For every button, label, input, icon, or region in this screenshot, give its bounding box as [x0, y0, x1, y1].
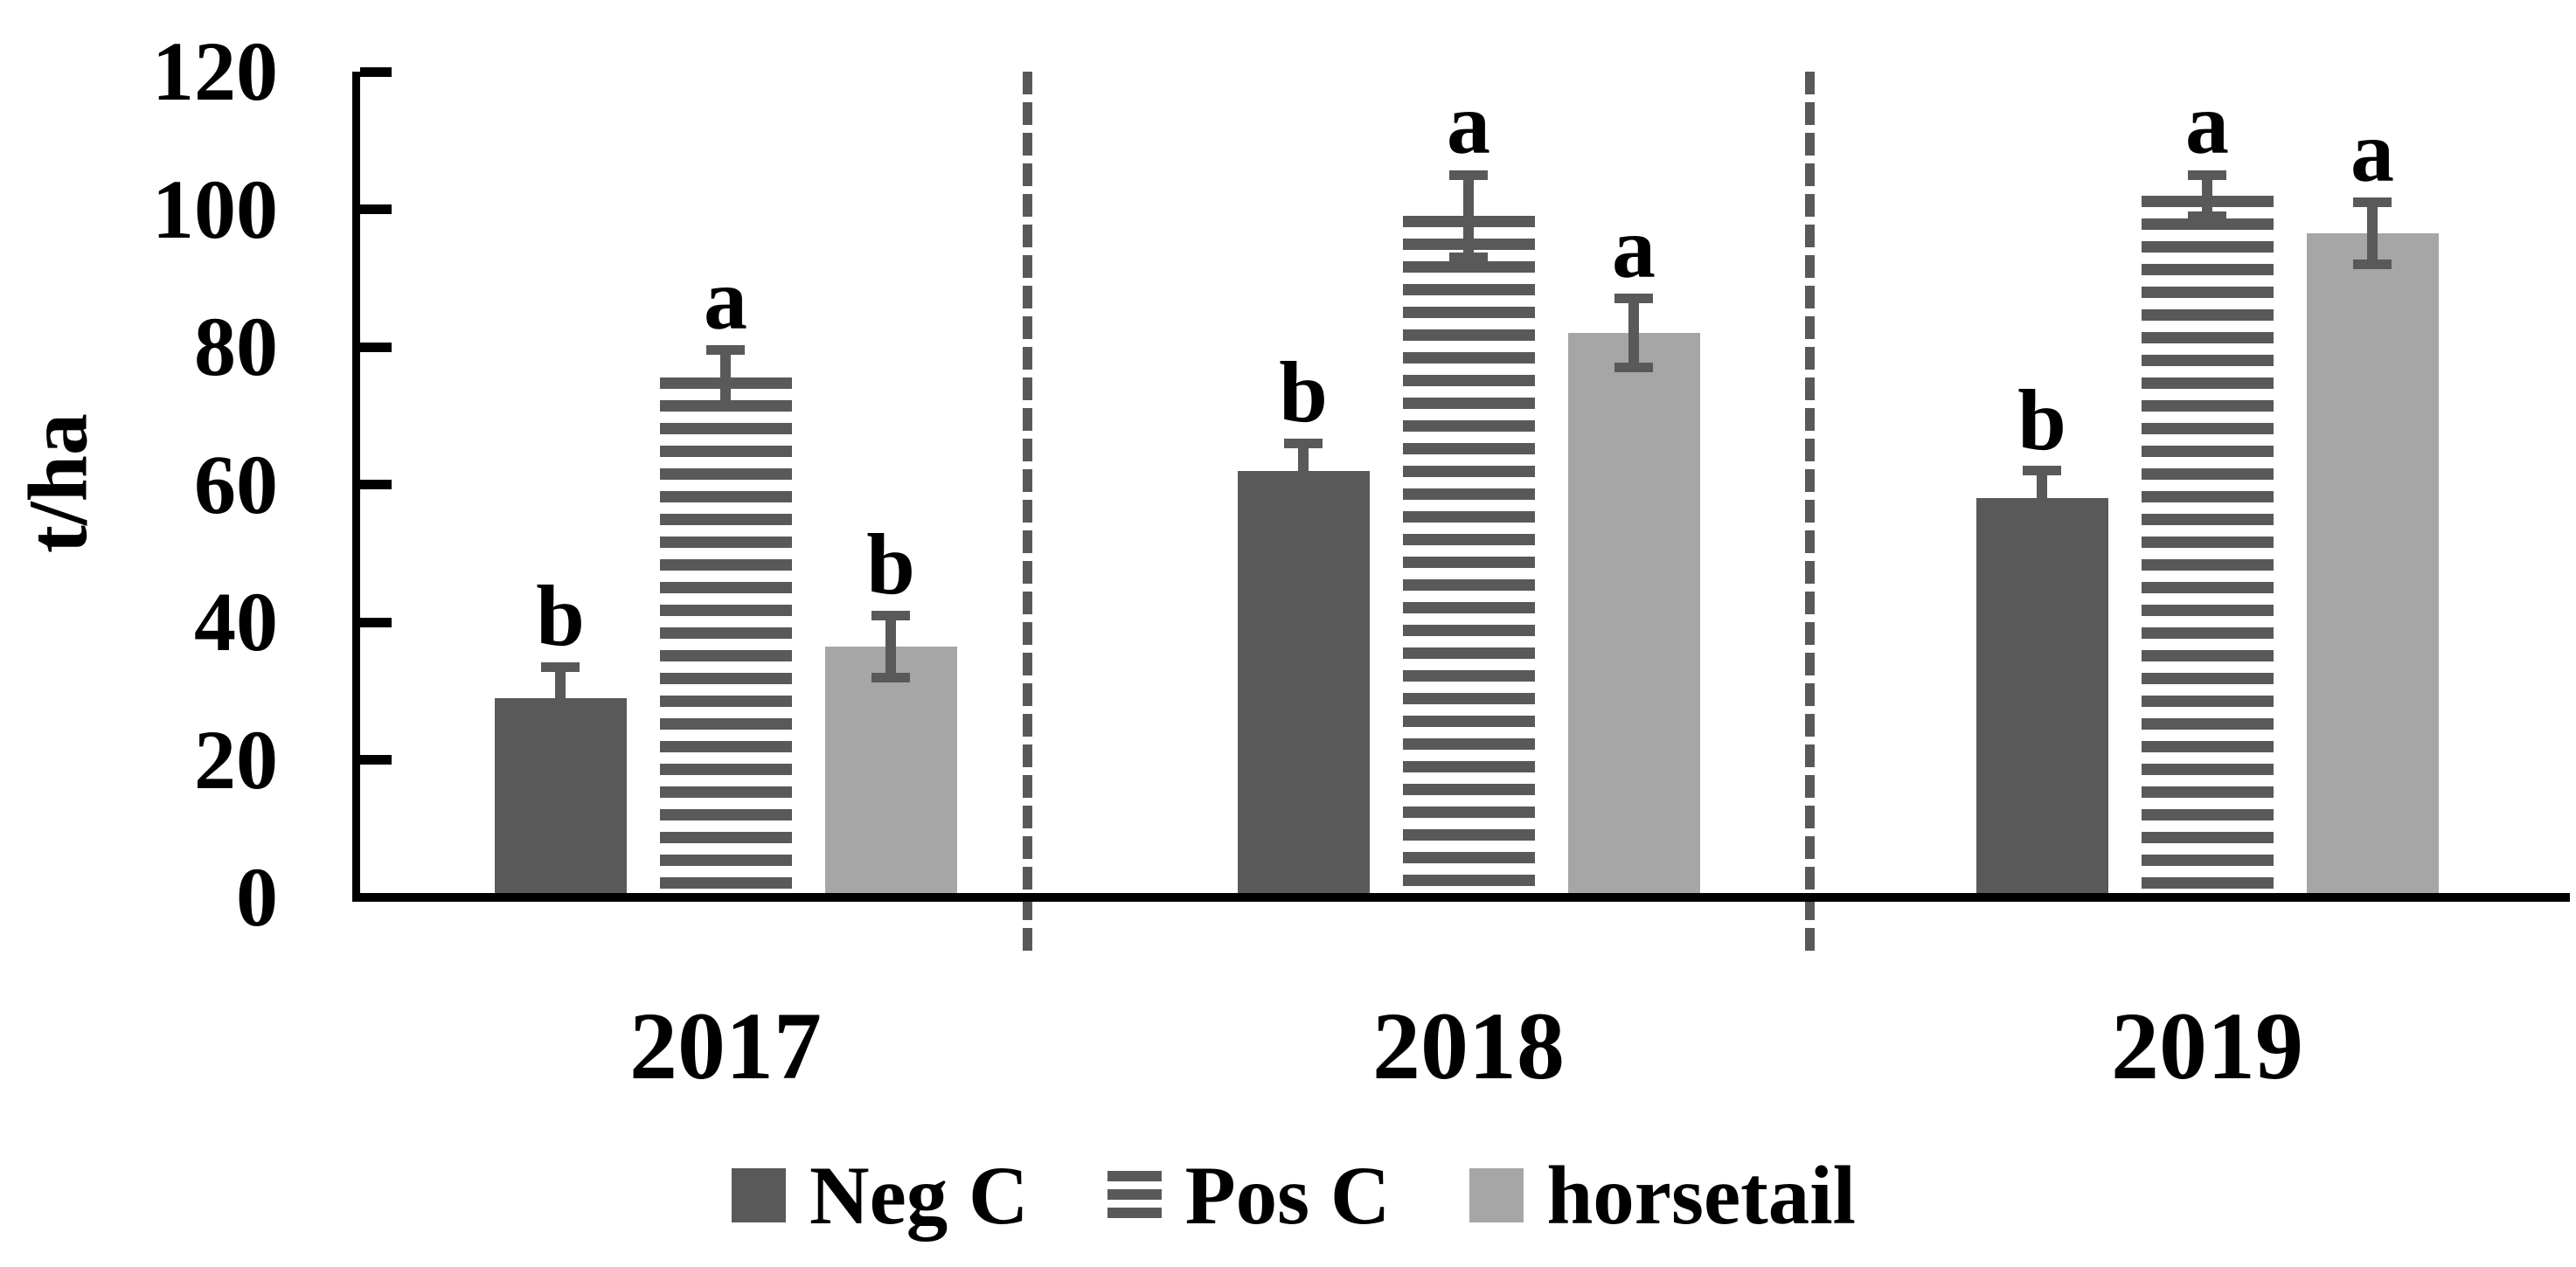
- x-axis-line: [352, 893, 2570, 902]
- group-separator-dashed-line: [1022, 72, 1032, 954]
- y-tick: [360, 204, 392, 214]
- y-tick-label: 60: [194, 437, 278, 531]
- error-bar-whisker: [2202, 175, 2212, 217]
- y-tick-label: 100: [152, 162, 278, 256]
- error-bar-cap-bottom: [2353, 260, 2392, 269]
- legend-item-pos-c: Pos C: [1107, 1149, 1391, 1242]
- y-tick-label: 40: [194, 575, 278, 668]
- bar-pos-c-2017: [659, 377, 792, 897]
- significance-letter: b: [536, 567, 585, 665]
- legend-item-neg-c: Neg C: [731, 1149, 1029, 1242]
- y-tick: [360, 66, 392, 77]
- legend-swatch-striped: [1107, 1168, 1162, 1222]
- error-bar-cap-bottom: [871, 672, 910, 682]
- bar-neg-c-2019: [1975, 498, 2108, 897]
- y-tick-label: 20: [194, 712, 278, 807]
- error-bar-whisker: [555, 667, 566, 730]
- legend-label: Pos C: [1184, 1149, 1391, 1242]
- legend-swatch-solid: [1469, 1168, 1524, 1222]
- significance-letter: b: [1279, 343, 1328, 441]
- x-category-label: 2017: [629, 993, 822, 1099]
- bar-pos-c-2019: [2141, 195, 2274, 897]
- bar-horsetail-2017: [824, 646, 957, 897]
- error-bar-cap-bottom: [1449, 253, 1488, 263]
- error-bar-cap-top: [706, 345, 745, 356]
- y-tick-label: 120: [152, 24, 278, 118]
- error-bar-cap-top: [1614, 294, 1653, 304]
- error-bar-cap-bottom: [1284, 493, 1323, 503]
- error-bar-cap-top: [2353, 197, 2392, 208]
- x-category-label: 2019: [2111, 993, 2303, 1099]
- error-bar-cap-top: [2188, 170, 2226, 180]
- y-tick-label: 80: [194, 300, 278, 393]
- y-tick: [360, 617, 392, 627]
- y-tick: [360, 755, 392, 765]
- significance-letter: b: [866, 516, 915, 613]
- error-bar-whisker: [1463, 175, 1474, 258]
- error-bar-cap-top: [871, 610, 910, 620]
- error-bar-whisker: [2037, 470, 2047, 526]
- legend-item-horsetail: horsetail: [1469, 1152, 1856, 1239]
- significance-letter: b: [2017, 370, 2066, 468]
- legend-swatch-solid: [731, 1168, 786, 1222]
- significance-letter: a: [704, 250, 747, 348]
- error-bar-whisker: [1628, 298, 1639, 368]
- bar-neg-c-2018: [1237, 470, 1370, 897]
- legend: Neg C Pos C horsetail: [731, 1149, 1856, 1242]
- group-separator-dashed-line: [1804, 72, 1815, 954]
- significance-letter: a: [1447, 75, 1490, 173]
- error-bar-cap-bottom: [2023, 521, 2061, 531]
- y-axis-line: [352, 72, 360, 902]
- error-bar-cap-top: [541, 661, 580, 672]
- error-bar-cap-bottom: [1614, 363, 1653, 373]
- significance-letter: a: [2350, 102, 2394, 200]
- significance-letter: a: [2185, 75, 2229, 173]
- bar-horsetail-2018: [1567, 333, 1700, 897]
- error-bar-whisker: [885, 615, 896, 677]
- significance-letter: a: [1612, 198, 1656, 296]
- y-tick-label: 0: [236, 850, 278, 944]
- bar-horsetail-2019: [2306, 233, 2439, 897]
- error-bar-cap-bottom: [2188, 211, 2226, 221]
- y-tick: [360, 342, 392, 352]
- legend-label: Neg C: [809, 1149, 1029, 1242]
- error-bar-whisker: [720, 350, 731, 405]
- y-tick: [360, 480, 392, 489]
- error-bar-whisker: [1298, 443, 1309, 499]
- error-bar-whisker: [2367, 202, 2378, 265]
- legend-label: horsetail: [1546, 1149, 1857, 1242]
- error-bar-cap-bottom: [706, 400, 745, 411]
- bar-pos-c-2018: [1402, 216, 1535, 897]
- error-bar-cap-top: [2023, 466, 2061, 476]
- error-bar-cap-bottom: [541, 724, 580, 734]
- error-bar-cap-top: [1284, 438, 1323, 448]
- error-bar-cap-top: [1449, 170, 1488, 180]
- x-category-label: 2018: [1372, 993, 1565, 1099]
